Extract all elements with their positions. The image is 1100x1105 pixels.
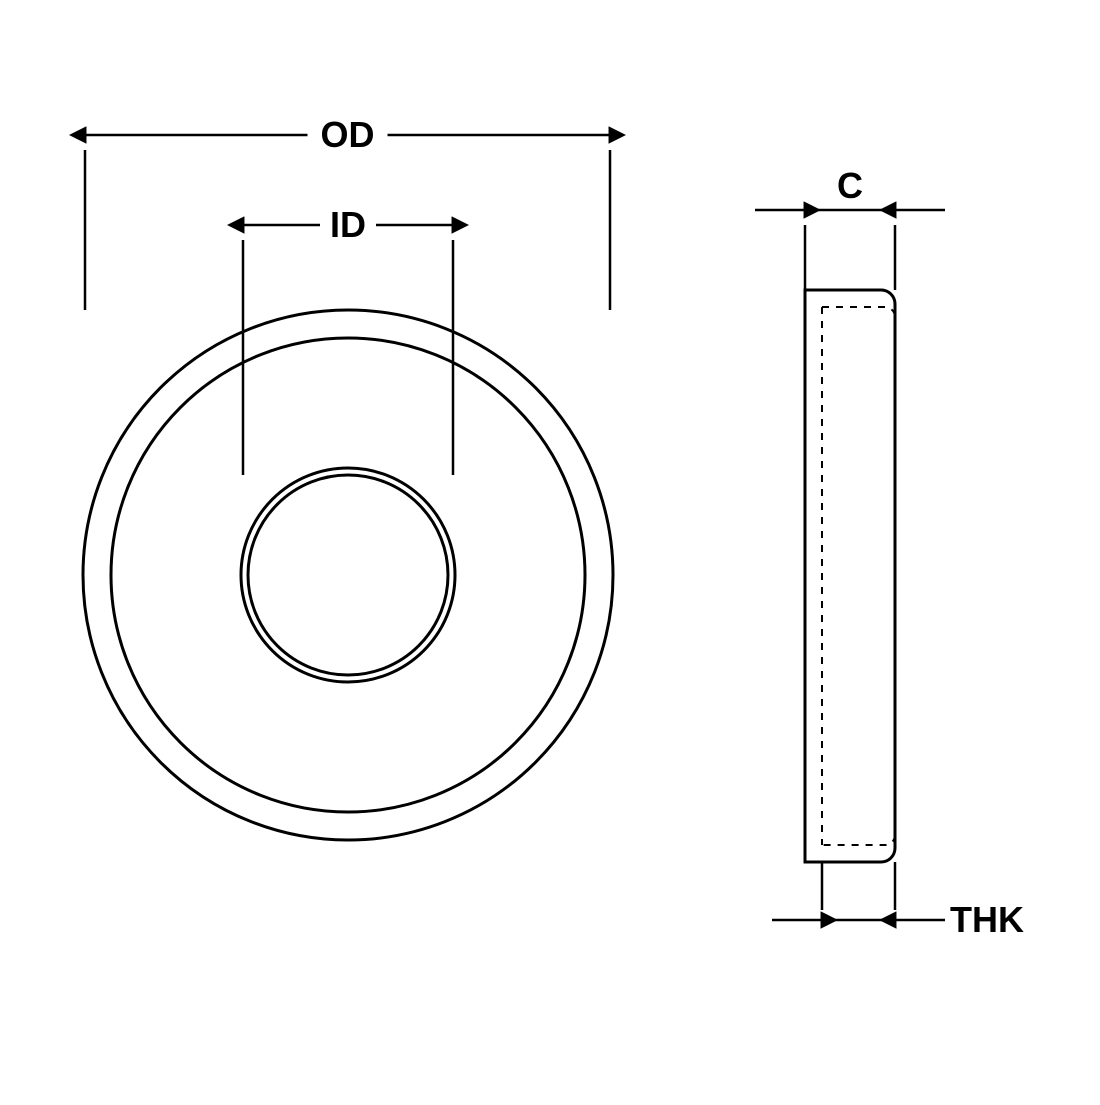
od-label: OD [321,114,375,155]
inner-inset-circle [248,475,448,675]
side-profile [805,290,895,862]
c-label: C [837,165,863,206]
thk-label: THK [950,899,1024,940]
side-hidden-lines [822,307,895,845]
outer-inner-circle [111,338,585,812]
id-label: ID [330,204,366,245]
washer-dimension-drawing: OD ID C THK [0,0,1100,1100]
outer-diameter-circle [83,310,613,840]
inner-diameter-circle [241,468,455,682]
